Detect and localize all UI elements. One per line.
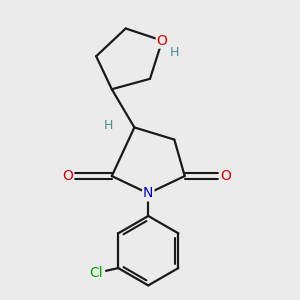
Text: O: O [157,34,168,48]
Text: H: H [103,119,113,132]
Text: N: N [143,186,154,200]
Text: O: O [62,169,73,183]
Text: H: H [169,46,179,59]
Text: Cl: Cl [89,266,102,280]
Text: O: O [220,169,231,183]
